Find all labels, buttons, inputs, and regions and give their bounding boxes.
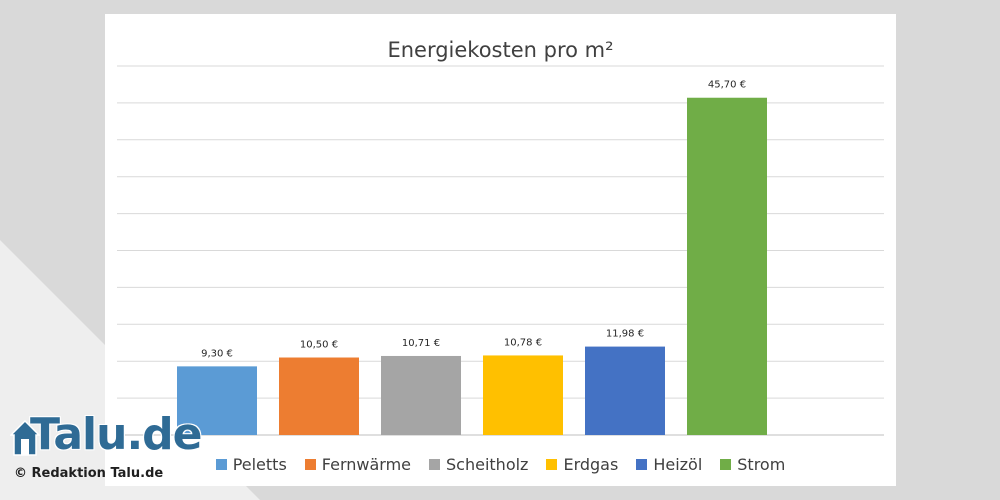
talu-logo: Talu.de	[10, 409, 202, 485]
bar-peletts	[177, 366, 257, 435]
legend: Peletts Fernwärme Scheitholz Erdgas Heizöl St…	[105, 455, 896, 474]
legend-label: Erdgas	[563, 455, 619, 474]
chart-card: Energiekosten pro m² 9,30 € 10,50 € 10,71 …	[105, 14, 896, 486]
legend-label: Heizöl	[653, 455, 703, 474]
data-label: 10,50 €	[300, 340, 338, 351]
data-label: 11,98 €	[606, 329, 644, 340]
bar-heizöl	[585, 346, 665, 435]
legend-item: Erdgas	[546, 455, 618, 474]
bar-scheitholz	[381, 355, 461, 435]
data-label: 10,78 €	[504, 337, 542, 348]
legend-swatch	[720, 459, 732, 470]
bar-fernwärme	[279, 357, 359, 435]
copyright-text: © Redaktion Talu.de	[14, 466, 164, 481]
legend-label: Fernwärme	[321, 455, 412, 474]
legend-item: Strom	[720, 455, 785, 474]
plot-area: 9,30 € 10,50 € 10,71 € 10,78 € 11,98 € 45,70 …	[117, 65, 884, 436]
legend-item: Peletts	[215, 455, 287, 474]
legend-label: Scheitholz	[446, 455, 529, 474]
legend-swatch	[636, 459, 648, 470]
logo-text: Talu.de	[30, 409, 202, 460]
legend-swatch	[546, 459, 558, 470]
legend-item: Fernwärme	[304, 455, 412, 474]
legend-label: Peletts	[232, 455, 287, 474]
data-label: 9,30 €	[201, 348, 233, 359]
bar-erdgas	[483, 355, 563, 435]
legend-label: Strom	[737, 455, 786, 474]
data-label: 10,71 €	[402, 338, 440, 349]
legend-swatch	[215, 459, 227, 470]
legend-swatch	[304, 459, 316, 470]
house-icon	[10, 419, 40, 456]
legend-item: Scheitholz	[429, 455, 528, 474]
legend-swatch	[429, 459, 441, 470]
chart-title: Energiekosten pro m²	[387, 38, 614, 62]
legend-item: Heizöl	[636, 455, 702, 474]
bar-strom	[687, 97, 767, 435]
data-label: 45,70 €	[708, 80, 746, 91]
